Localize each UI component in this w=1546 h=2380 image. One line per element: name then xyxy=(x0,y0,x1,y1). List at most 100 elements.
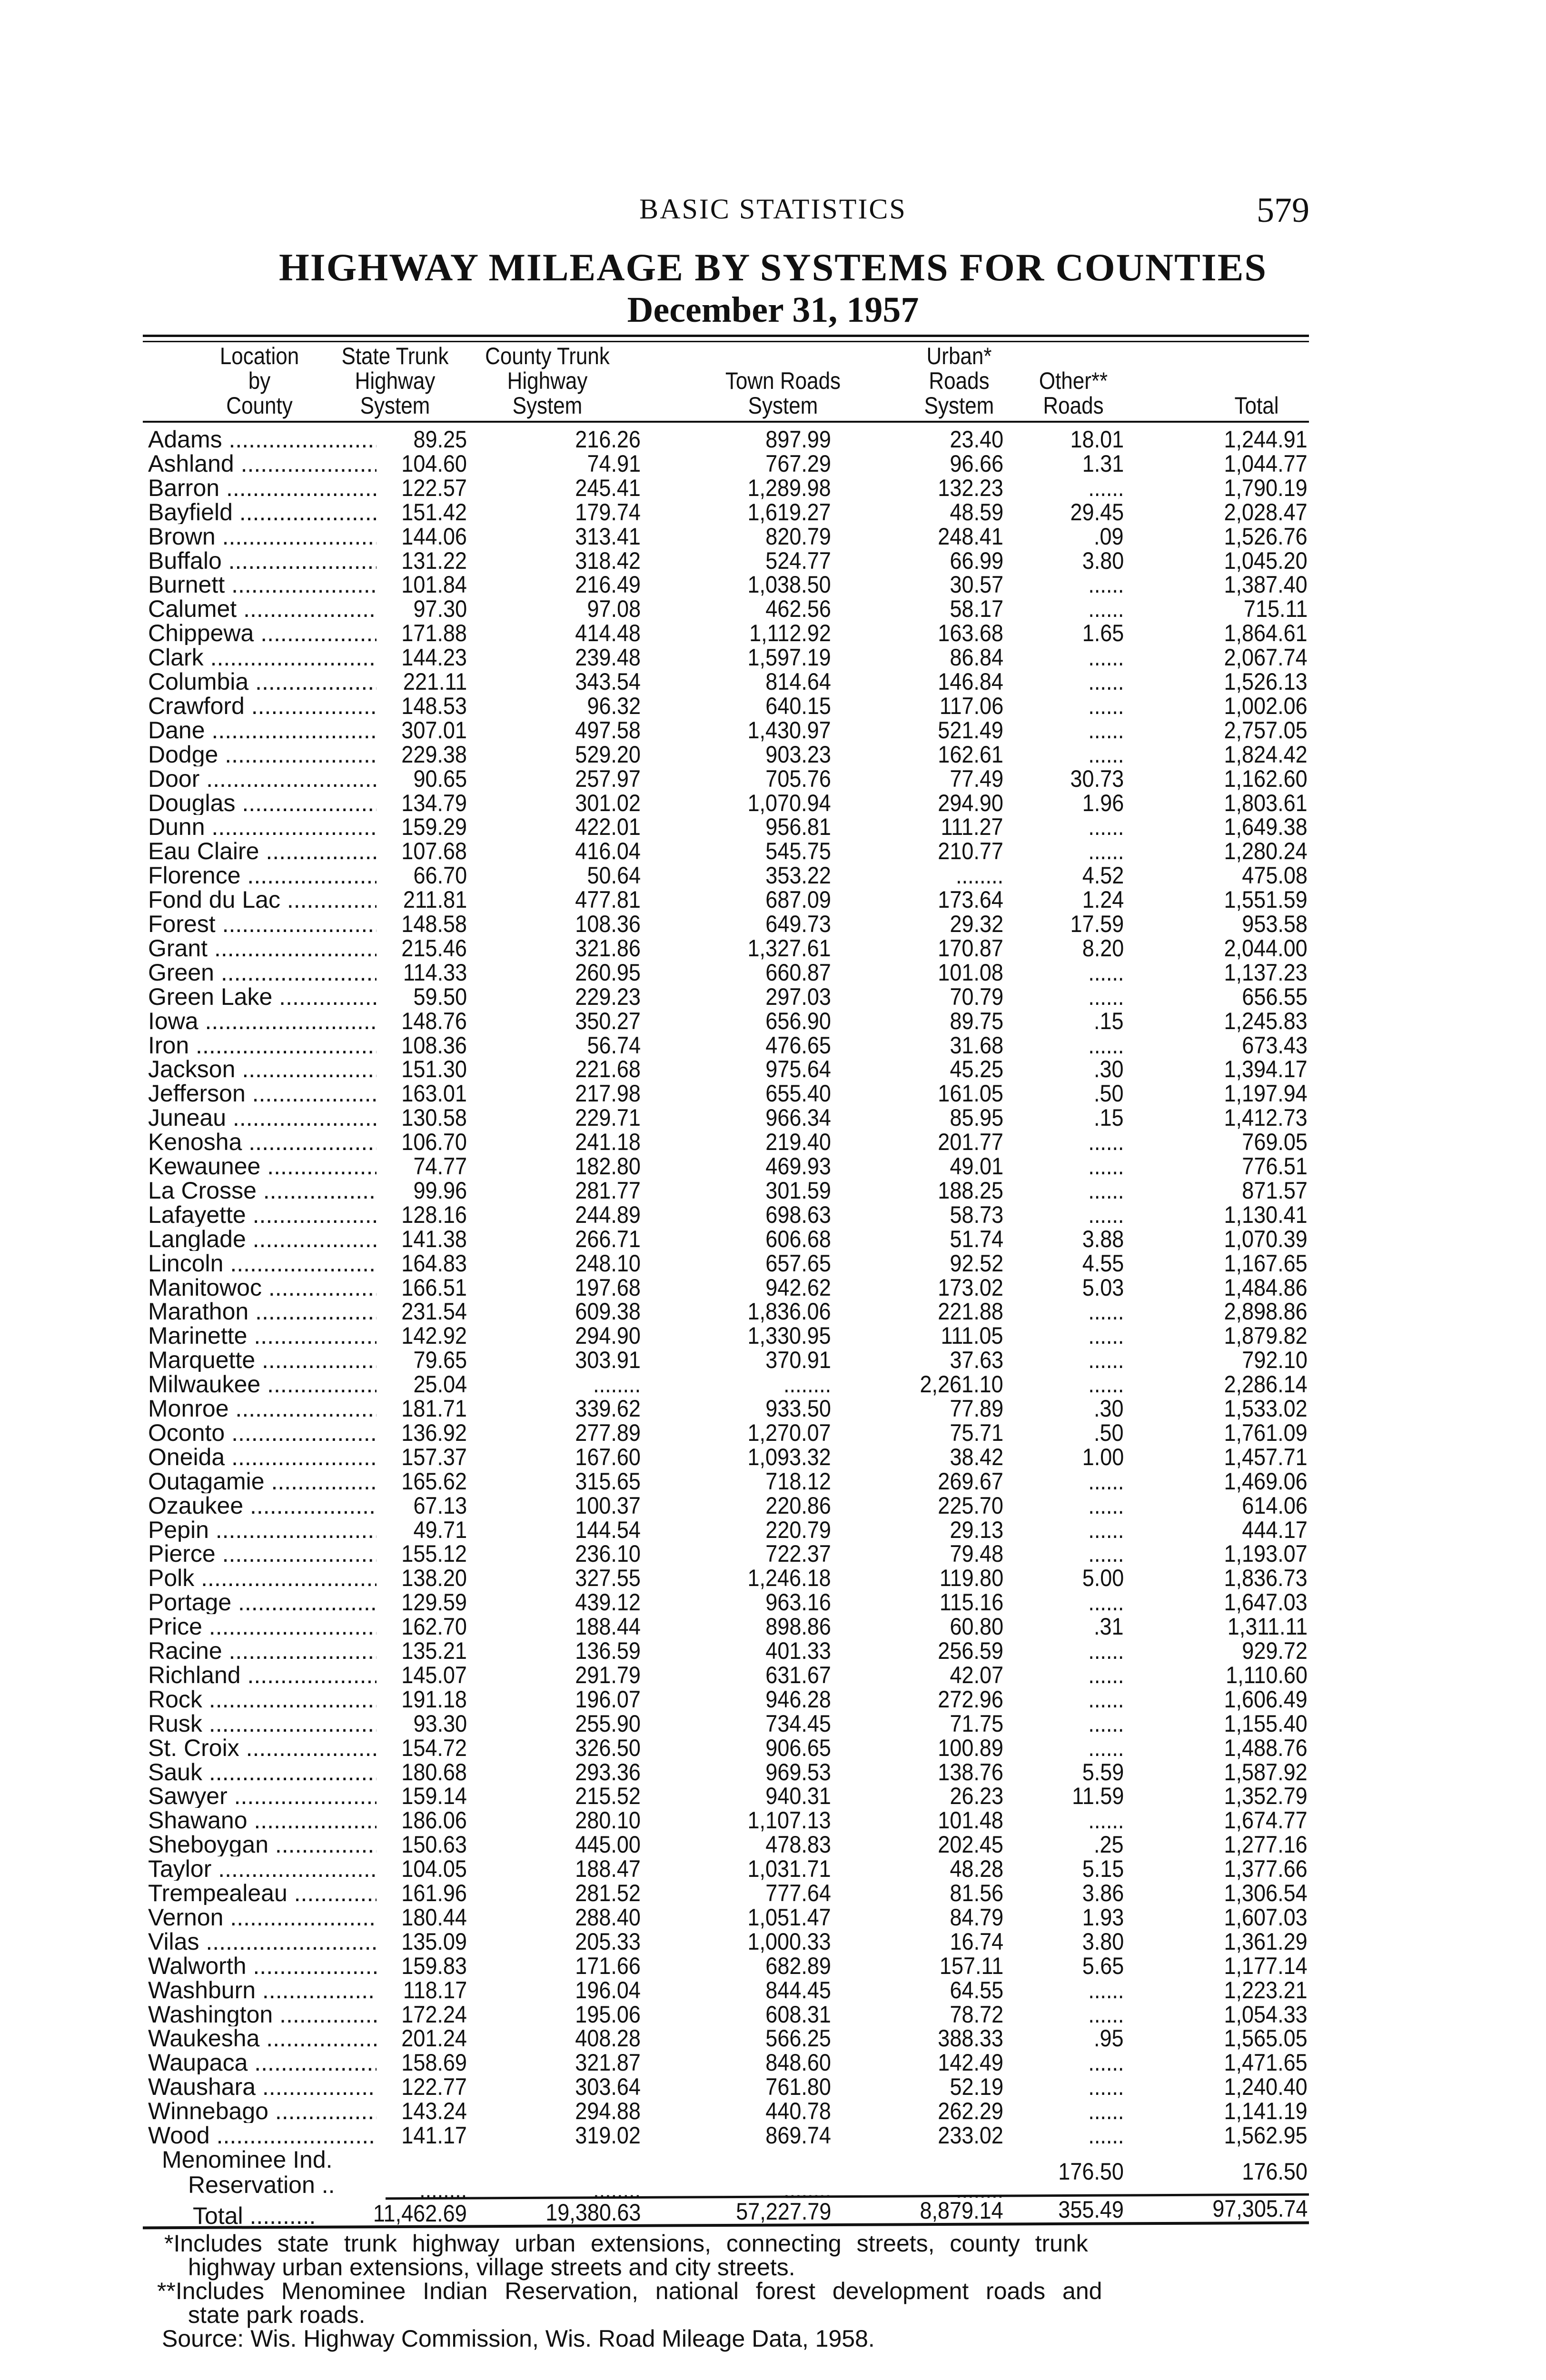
table-cell: 1,488.76 xyxy=(1224,1734,1308,1761)
column-header: County xyxy=(226,392,293,419)
table-cell: 107.68 xyxy=(401,838,467,865)
table-cell: 248.10 xyxy=(575,1250,641,1277)
table-cell: 313.41 xyxy=(575,523,641,550)
table-cell: 953.58 xyxy=(1242,911,1308,937)
table-cell: 145.07 xyxy=(401,1661,467,1688)
table-cell: ...... xyxy=(1088,1177,1124,1204)
menominee-cell: 176.50 xyxy=(1242,2158,1308,2185)
table-cell: 104.60 xyxy=(401,450,467,477)
table-cell: 545.75 xyxy=(765,838,831,865)
table-cell: 161.05 xyxy=(938,1080,1003,1107)
table-cell: 100.37 xyxy=(575,1492,641,1519)
table-cell: 162.70 xyxy=(401,1613,467,1640)
table-cell: 963.16 xyxy=(765,1589,831,1616)
table-cell: 74.91 xyxy=(587,450,641,477)
table-cell: 321.87 xyxy=(575,2049,641,2076)
table-cell: 221.88 xyxy=(938,1298,1003,1325)
table-cell: 792.10 xyxy=(1242,1347,1308,1374)
table-cell: ...... xyxy=(1088,1153,1124,1180)
table-cell: 318.42 xyxy=(575,547,641,574)
table-cell: 11.59 xyxy=(1071,1783,1124,1810)
table-cell: 969.53 xyxy=(765,1758,831,1785)
table-cell: 117.06 xyxy=(939,692,1003,719)
table-cell: 1,352.79 xyxy=(1224,1783,1308,1810)
table-cell: 49.71 xyxy=(413,1516,467,1543)
table-cell: ...... xyxy=(1088,1468,1124,1495)
table-cell: 1,387.40 xyxy=(1224,571,1308,598)
county-name: Kenosha ................................… xyxy=(148,1130,377,1154)
table-cell: 1,141.19 xyxy=(1224,2098,1308,2125)
table-cell: 844.45 xyxy=(765,1976,831,2003)
county-name: Jefferson ..............................… xyxy=(148,1081,377,1106)
table-cell: 248.41 xyxy=(938,523,1003,550)
table-cell: 1,562.95 xyxy=(1224,2122,1308,2149)
county-name: Rusk .................................. xyxy=(148,1711,377,1735)
table-cell: 269.67 xyxy=(938,1468,1003,1495)
table-cell: 64.55 xyxy=(950,1976,1003,2003)
table-cell: 188.44 xyxy=(575,1613,641,1640)
table-cell: 221.11 xyxy=(403,668,467,695)
table-cell: 29.32 xyxy=(950,911,1003,937)
table-cell: 142.49 xyxy=(938,2049,1003,2076)
table-cell: 8.20 xyxy=(1082,934,1124,962)
table-cell: 1,361.29 xyxy=(1224,1928,1308,1955)
table-cell: 1,162.60 xyxy=(1224,765,1308,792)
table-cell: ...... xyxy=(1088,1371,1124,1398)
table-cell: 216.49 xyxy=(575,571,641,598)
table-cell: 142.92 xyxy=(401,1322,467,1349)
table-cell: 462.56 xyxy=(765,595,831,623)
table-cell: 1,240.40 xyxy=(1224,2073,1308,2101)
county-name: Taylor .................................… xyxy=(148,1857,377,1881)
table-cell: 307.01 xyxy=(401,716,467,744)
table-cell: 1,619.27 xyxy=(747,498,831,526)
table-cell: ...... xyxy=(1088,1516,1124,1543)
table-cell: 188.25 xyxy=(938,1177,1003,1204)
table-cell: 277.89 xyxy=(575,1419,641,1446)
table-cell: 767.29 xyxy=(765,450,831,477)
table-cell: 49.01 xyxy=(950,1153,1003,1180)
table-cell: 422.01 xyxy=(575,813,641,841)
county-name: Portage ................................… xyxy=(148,1590,377,1615)
table-cell: 1,879.82 xyxy=(1224,1322,1308,1349)
county-name: Eau Claire .............................… xyxy=(148,839,377,863)
table-cell: 655.40 xyxy=(765,1080,831,1107)
county-name: Wood .................................. xyxy=(148,2123,377,2147)
table-cell: 1,649.38 xyxy=(1224,813,1308,841)
county-name: Clark .................................. xyxy=(148,645,377,670)
county-name: Waushara ...............................… xyxy=(148,2075,377,2099)
table-cell: 640.15 xyxy=(765,692,831,719)
table-cell: 303.64 xyxy=(575,2073,641,2101)
table-cell: 165.62 xyxy=(401,1468,467,1495)
table-cell: 1,790.19 xyxy=(1224,474,1308,501)
table-cell: 196.04 xyxy=(575,1976,641,2003)
table-cell: ...... xyxy=(1088,1129,1124,1156)
table-cell: 77.49 xyxy=(950,765,1003,792)
table-cell: ...... xyxy=(1088,692,1124,719)
column-header: System xyxy=(360,392,430,419)
table-cell: 871.57 xyxy=(1242,1177,1308,1204)
table-cell: 1,457.71 xyxy=(1224,1443,1308,1470)
table-cell: 75.71 xyxy=(950,1419,1003,1446)
table-cell: 180.68 xyxy=(401,1758,467,1785)
table-cell: 1,761.09 xyxy=(1224,1419,1308,1446)
table-cell: 195.06 xyxy=(575,2001,641,2028)
table-cell: 288.40 xyxy=(575,1904,641,1931)
county-name: Dane .................................. xyxy=(148,718,377,742)
table-cell: .30 xyxy=(1094,1395,1124,1422)
county-name: Lincoln ................................… xyxy=(148,1251,377,1275)
table-cell: 159.83 xyxy=(401,1952,467,1979)
county-name: Green .................................. xyxy=(148,960,377,984)
table-cell: 1,244.91 xyxy=(1224,426,1308,453)
table-cell: 687.09 xyxy=(765,886,831,913)
table-cell: 2,286.14 xyxy=(1224,1371,1308,1398)
table-cell: ...... xyxy=(1088,1201,1124,1228)
table-cell: 182.80 xyxy=(575,1153,641,1180)
table-cell: 202.45 xyxy=(938,1831,1003,1858)
table-cell: 229.38 xyxy=(401,741,467,768)
table-cell: 52.19 xyxy=(950,2073,1003,2101)
table-cell: 718.12 xyxy=(765,1468,831,1495)
county-name: Sheboygan ..............................… xyxy=(148,1833,377,1857)
table-cell: ...... xyxy=(1088,1589,1124,1616)
table-cell: 1,551.59 xyxy=(1224,886,1308,913)
table-cell: 71.75 xyxy=(950,1710,1003,1737)
